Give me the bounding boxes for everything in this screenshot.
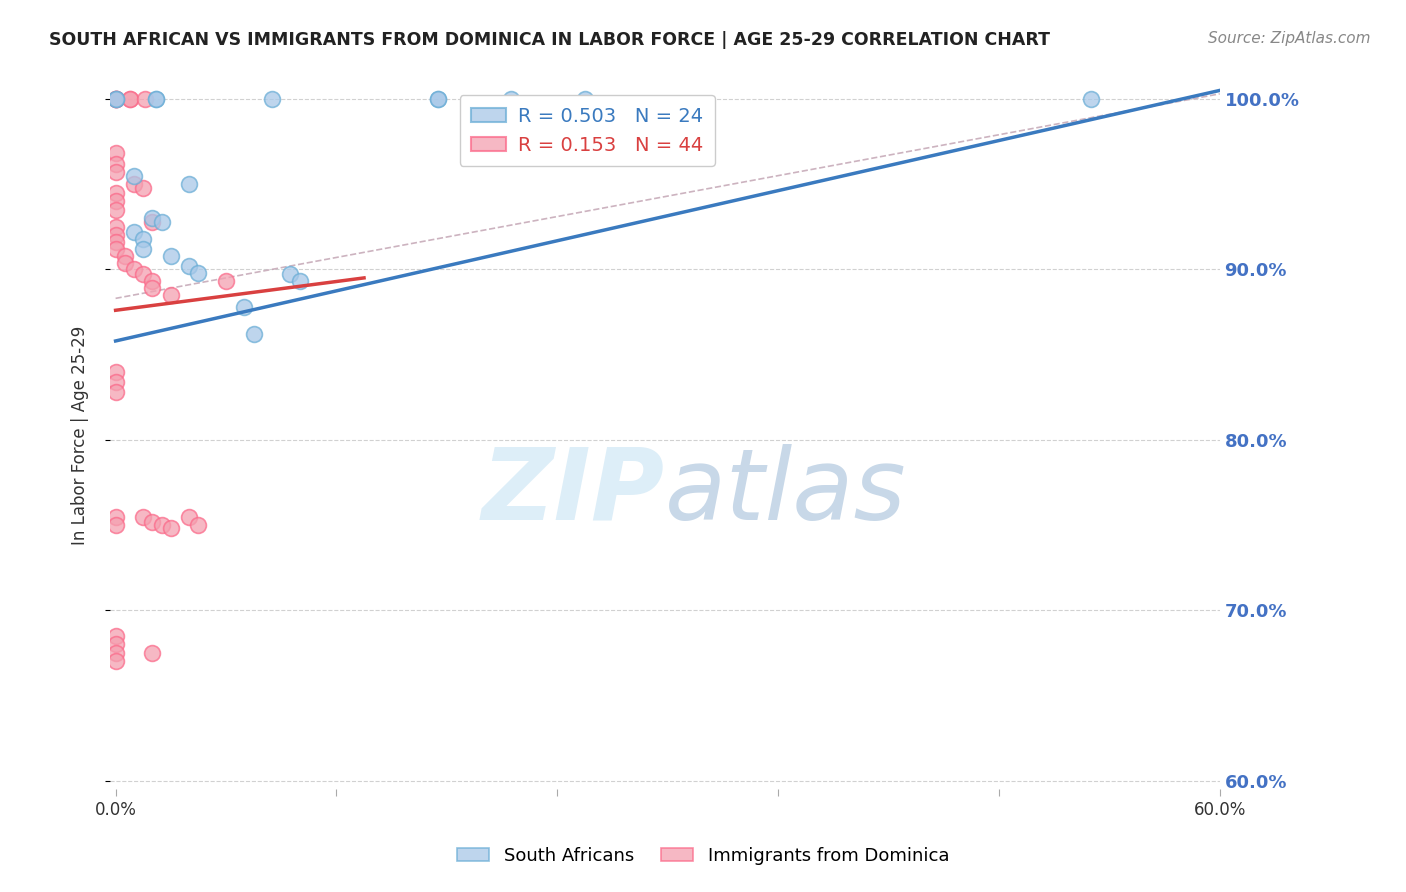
Point [150,518,173,533]
Point [132,268,155,282]
Point [104,92,127,106]
Point [104,146,127,161]
Text: ZIP: ZIP [482,443,665,541]
Point [104,375,127,389]
Point [104,92,127,106]
Point [104,202,127,217]
Point [132,180,155,194]
Legend: South Africans, Immigrants from Dominica: South Africans, Immigrants from Dominica [450,840,956,872]
Text: SOUTH AFRICAN VS IMMIGRANTS FROM DOMINICA IN LABOR FORCE | AGE 25-29 CORRELATION: SOUTH AFRICAN VS IMMIGRANTS FROM DOMINIC… [49,31,1050,49]
Point [104,235,127,249]
Point [426,92,449,106]
Point [233,300,256,314]
Point [426,92,449,106]
Point [179,509,201,524]
Point [120,92,142,106]
Point [114,249,136,263]
Point [120,92,142,106]
Point [141,274,163,288]
Point [179,177,201,191]
Point [104,92,127,106]
Point [179,259,201,273]
Point [159,521,181,535]
Point [104,637,127,651]
Point [260,92,283,106]
Point [122,225,145,239]
Point [104,654,127,668]
Point [114,255,136,269]
Point [501,92,523,106]
Point [280,268,302,282]
Point [104,194,127,209]
Point [134,92,156,106]
Point [145,92,167,106]
Point [150,214,173,228]
Point [187,518,209,533]
Point [141,211,163,226]
Point [104,92,127,106]
Point [122,262,145,277]
Point [132,242,155,256]
Point [104,629,127,643]
Point [141,214,163,228]
Point [242,327,264,342]
Point [122,169,145,183]
Point [104,228,127,243]
Point [145,92,167,106]
Point [574,92,596,106]
Point [104,365,127,379]
Point [104,165,127,179]
Point [104,646,127,660]
Point [104,219,127,234]
Point [104,92,127,106]
Point [104,92,127,106]
Point [159,249,181,263]
Point [141,515,163,529]
Point [141,281,163,295]
Point [104,186,127,200]
Point [122,177,145,191]
Point [1080,92,1102,106]
Point [104,385,127,400]
Point [104,157,127,171]
Point [187,266,209,280]
Legend: R = 0.503   N = 24, R = 0.153   N = 44: R = 0.503 N = 24, R = 0.153 N = 44 [460,95,714,166]
Point [215,274,238,288]
Point [132,509,155,524]
Point [288,274,311,288]
Point [159,288,181,302]
Text: Source: ZipAtlas.com: Source: ZipAtlas.com [1208,31,1371,46]
Point [104,518,127,533]
Point [141,646,163,660]
Point [104,509,127,524]
Point [132,232,155,246]
Y-axis label: In Labor Force | Age 25-29: In Labor Force | Age 25-29 [72,326,89,545]
Text: atlas: atlas [665,443,907,541]
Point [104,242,127,256]
